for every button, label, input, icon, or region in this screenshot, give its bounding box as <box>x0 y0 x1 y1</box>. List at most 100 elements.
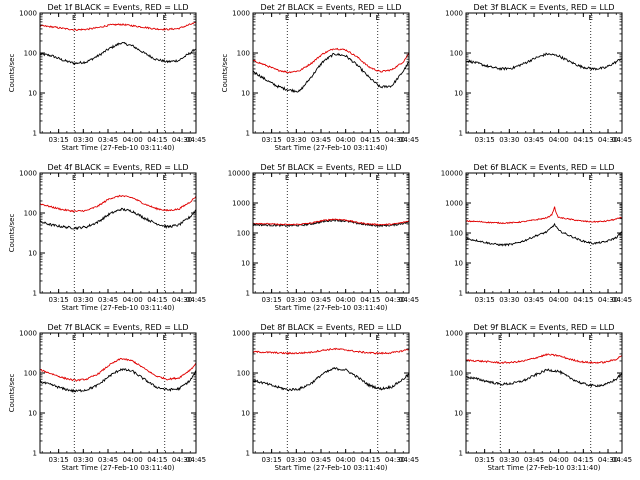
series-events-line <box>252 367 410 392</box>
y-tick-label: 100 <box>24 50 37 58</box>
x-tick-label: 04:45 <box>399 296 419 304</box>
x-tick-label: 03:45 <box>524 456 544 464</box>
y-tick-label: 10 <box>454 260 463 268</box>
y-tick-label: 10 <box>28 90 37 98</box>
y-tick-label: 1000 <box>232 330 250 338</box>
y-tick-label: 10000 <box>441 170 463 178</box>
y-tick-label: 1 <box>459 450 463 458</box>
y-axis-label: Counts/sec <box>8 374 16 413</box>
marker-label: E <box>376 14 380 22</box>
series-events-line <box>39 207 196 231</box>
y-axis-label: Counts/sec <box>221 54 229 93</box>
x-tick-label: 03:30 <box>499 456 519 464</box>
x-tick-label: 04:30 <box>172 136 192 144</box>
x-tick-label: 04:30 <box>598 456 618 464</box>
y-tick-label: 1000 <box>232 10 250 18</box>
plot-frame <box>465 12 623 134</box>
x-axis-label: Start Time (27-Feb-10 03:11:40) <box>487 464 600 472</box>
y-tick-label: 1000 <box>19 330 37 338</box>
series-lld-line <box>465 353 623 365</box>
marker-label: E <box>498 334 502 342</box>
x-tick-label: 04:00 <box>336 456 356 464</box>
y-tick-label: 100 <box>237 370 250 378</box>
y-axis-label: Counts/sec <box>8 214 16 253</box>
panel-title: Det 1f BLACK = Events, RED = LLD <box>47 3 188 12</box>
series-events-line <box>39 41 197 66</box>
y-tick-label: 100 <box>24 210 37 218</box>
x-tick-label: 04:45 <box>399 136 419 144</box>
x-tick-label: 04:30 <box>385 136 405 144</box>
plot-frame <box>252 332 410 454</box>
panel-title: Det 2f BLACK = Events, RED = LLD <box>260 3 401 12</box>
x-tick-label: 04:15 <box>573 296 593 304</box>
x-tick-label: 04:00 <box>549 456 569 464</box>
x-tick-label: 04:30 <box>598 136 618 144</box>
x-tick-label: 04:00 <box>549 136 569 144</box>
panel-det-7f: Det 7f BLACK = Events, RED = LLD E E 1 10 100… <box>8 323 206 472</box>
y-tick-label: 10 <box>28 250 37 258</box>
y-tick-label: 1000 <box>445 10 463 18</box>
plot-frame <box>252 172 410 294</box>
series-lld-line <box>39 21 197 31</box>
x-tick-label: 04:15 <box>147 296 167 304</box>
x-tick-label: 04:30 <box>172 456 192 464</box>
panel-title: Det 3f BLACK = Events, RED = LLD <box>473 3 614 12</box>
x-tick-label: 03:15 <box>262 296 282 304</box>
y-tick-label: 10 <box>454 410 463 418</box>
y-tick-label: 10 <box>28 410 37 418</box>
panel-title: Det 9f BLACK = Events, RED = LLD <box>473 323 614 332</box>
marker-label: E <box>589 334 593 342</box>
x-tick-label: 04:15 <box>147 456 167 464</box>
x-tick-label: 04:45 <box>399 456 419 464</box>
series-lld-line <box>253 218 410 226</box>
x-tick-label: 03:45 <box>311 456 331 464</box>
panel-det-2f: Det 2f BLACK = Events, RED = LLD E E 1 10 100… <box>221 3 419 152</box>
x-axis-label: Start Time (27-Feb-10 03:11:40) <box>61 304 174 312</box>
marker-label: E <box>285 14 289 22</box>
marker-label: E <box>72 334 76 342</box>
x-tick-label: 03:45 <box>98 136 118 144</box>
marker-label: E <box>163 174 167 182</box>
y-tick-label: 1000 <box>445 330 463 338</box>
x-tick-label: 04:45 <box>612 456 632 464</box>
y-tick-label: 10 <box>454 90 463 98</box>
x-axis-label: Start Time (27-Feb-10 03:11:40) <box>274 304 387 312</box>
series-events-line <box>252 218 410 228</box>
x-tick-label: 04:00 <box>336 296 356 304</box>
panel-title: Det 8f BLACK = Events, RED = LLD <box>260 323 401 332</box>
plot-frame <box>252 12 410 134</box>
panel-title: Det 5f BLACK = Events, RED = LLD <box>260 163 401 172</box>
marker-label: E <box>72 174 76 182</box>
x-tick-label: 03:30 <box>286 296 306 304</box>
x-tick-label: 03:45 <box>524 296 544 304</box>
series-lld-line <box>252 47 410 74</box>
y-tick-label: 10 <box>241 260 250 268</box>
panel-det-5f: Det 5f BLACK = Events, RED = LLD E E 1 10 100… <box>228 163 419 312</box>
x-tick-label: 04:45 <box>612 296 632 304</box>
y-tick-label: 1 <box>33 130 37 138</box>
panel-title: Det 7f BLACK = Events, RED = LLD <box>47 323 188 332</box>
marker-label: E <box>163 334 167 342</box>
y-tick-label: 10 <box>241 410 250 418</box>
x-tick-label: 03:30 <box>499 136 519 144</box>
x-tick-label: 04:00 <box>123 136 143 144</box>
x-tick-label: 03:45 <box>524 136 544 144</box>
series-events-line <box>465 222 623 247</box>
x-tick-label: 03:30 <box>499 296 519 304</box>
x-tick-label: 04:15 <box>573 456 593 464</box>
x-tick-label: 03:45 <box>311 136 331 144</box>
y-tick-label: 1 <box>459 130 463 138</box>
panel-det-3f: Det 3f BLACK = Events, RED = LLD E 1 10 100 1… <box>445 3 632 144</box>
y-tick-label: 100 <box>237 50 250 58</box>
y-tick-label: 1000 <box>445 200 463 208</box>
x-tick-label: 04:00 <box>123 296 143 304</box>
x-tick-label: 04:00 <box>549 296 569 304</box>
x-tick-label: 04:15 <box>360 456 380 464</box>
series-lld-line <box>39 357 197 382</box>
x-tick-label: 04:15 <box>360 296 380 304</box>
x-tick-label: 04:30 <box>172 296 192 304</box>
x-tick-label: 04:45 <box>186 296 206 304</box>
y-tick-label: 10 <box>241 90 250 98</box>
x-tick-label: 03:30 <box>73 136 93 144</box>
x-tick-label: 04:30 <box>385 296 405 304</box>
